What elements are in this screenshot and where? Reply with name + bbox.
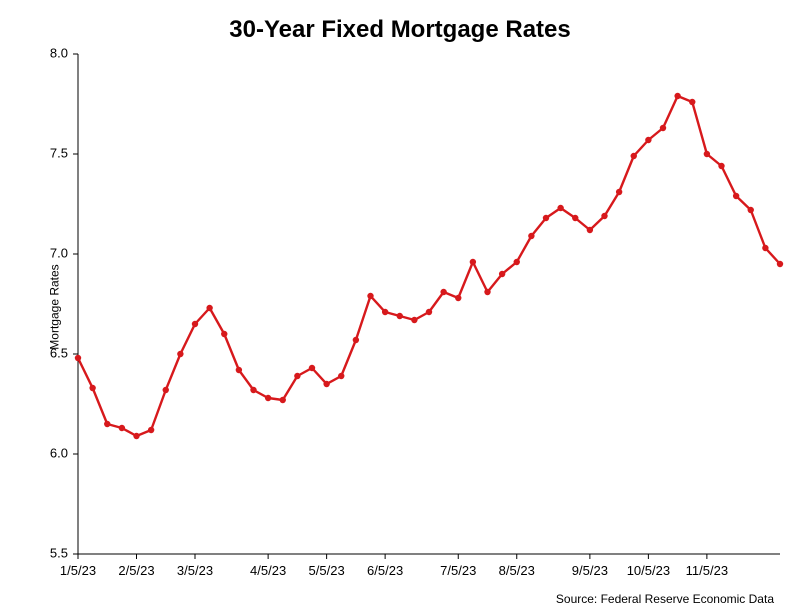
data-point — [616, 189, 622, 195]
data-point — [484, 289, 490, 295]
data-point — [631, 153, 637, 159]
data-point — [528, 233, 534, 239]
mortgage-rate-line — [78, 96, 780, 436]
data-point — [426, 309, 432, 315]
data-point — [133, 433, 139, 439]
x-tick-label: 6/5/23 — [367, 563, 403, 578]
data-point — [280, 397, 286, 403]
data-point — [89, 385, 95, 391]
data-point — [221, 331, 227, 337]
chart-plot: 5.5 6.0 6.5 7.0 7.5 8.0 1/5/23 2/5/23 3/5/23 4/5/… — [0, 0, 800, 614]
data-point — [192, 321, 198, 327]
data-point — [777, 261, 783, 267]
data-point — [718, 163, 724, 169]
y-tick-label: 6.0 — [50, 445, 68, 460]
data-point — [572, 215, 578, 221]
data-point — [367, 293, 373, 299]
data-point — [338, 373, 344, 379]
data-point — [104, 421, 110, 427]
data-point — [660, 125, 666, 131]
data-point — [382, 309, 388, 315]
data-point — [748, 207, 754, 213]
data-point — [762, 245, 768, 251]
data-point — [163, 387, 169, 393]
data-point — [455, 295, 461, 301]
y-tick-label: 5.5 — [50, 545, 68, 560]
data-point — [440, 289, 446, 295]
data-point — [294, 373, 300, 379]
y-tick-label: 8.0 — [50, 45, 68, 60]
data-point — [309, 365, 315, 371]
data-point — [514, 259, 520, 265]
data-point — [411, 317, 417, 323]
data-point — [206, 305, 212, 311]
x-tick-label: 1/5/23 — [60, 563, 96, 578]
chart-container: 30-Year Fixed Mortgage Rates Mortgage Ra… — [0, 0, 800, 614]
data-point — [499, 271, 505, 277]
data-point — [470, 259, 476, 265]
x-tick-label: 8/5/23 — [499, 563, 535, 578]
y-tick-label: 7.0 — [50, 245, 68, 260]
y-tick-label: 7.5 — [50, 145, 68, 160]
data-point — [557, 205, 563, 211]
x-tick-label: 10/5/23 — [627, 563, 670, 578]
data-point — [177, 351, 183, 357]
x-tick-label: 11/5/23 — [686, 563, 728, 578]
x-tick-label: 4/5/23 — [250, 563, 286, 578]
data-point — [397, 313, 403, 319]
x-tick-label: 5/5/23 — [309, 563, 345, 578]
data-point — [704, 151, 710, 157]
data-point — [265, 395, 271, 401]
data-point — [587, 227, 593, 233]
source-attribution: Source: Federal Reserve Economic Data — [556, 592, 774, 606]
data-point — [119, 425, 125, 431]
x-tick-label: 7/5/23 — [440, 563, 476, 578]
data-point — [674, 93, 680, 99]
data-point — [353, 337, 359, 343]
data-point — [323, 381, 329, 387]
x-tick-label: 2/5/23 — [118, 563, 154, 578]
data-point — [645, 137, 651, 143]
data-point — [689, 99, 695, 105]
data-point — [733, 193, 739, 199]
x-tick-label: 9/5/23 — [572, 563, 608, 578]
x-tick-label: 3/5/23 — [177, 563, 213, 578]
data-point — [148, 427, 154, 433]
data-point — [236, 367, 242, 373]
data-point — [250, 387, 256, 393]
data-point — [543, 215, 549, 221]
y-tick-label: 6.5 — [50, 345, 68, 360]
data-point — [75, 355, 81, 361]
data-point — [601, 213, 607, 219]
